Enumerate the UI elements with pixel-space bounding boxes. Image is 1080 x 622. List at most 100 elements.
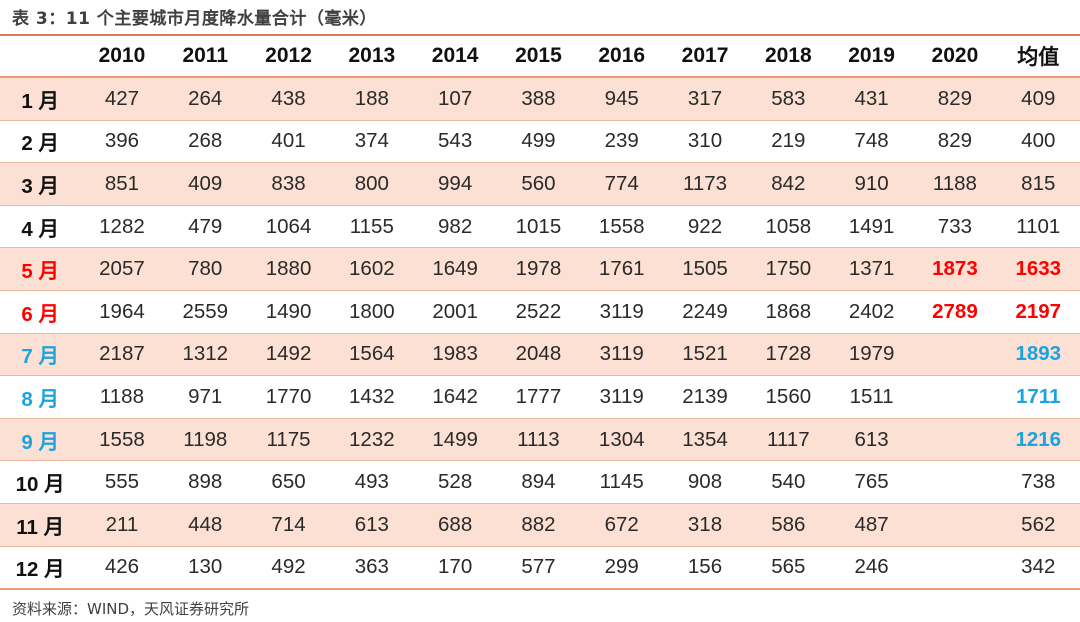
value-cell: 318 <box>687 512 723 536</box>
value-cell: 1770 <box>265 384 312 408</box>
value-cell: 1880 <box>265 257 312 281</box>
value-cell <box>913 333 996 376</box>
value-cell: 264 <box>188 86 223 110</box>
month-label: 9 月 <box>21 430 59 454</box>
value-cell: 1868 <box>765 299 812 323</box>
table-body: 1 月 427 264 438 188 107 388 945 317 583 431 829 409 2… <box>0 77 1080 590</box>
value-cell: 672 <box>604 512 639 536</box>
table-row: 8 月 1188 971 1770 1432 1642 1777 3119 2139 1560 15… <box>0 375 1080 419</box>
value-cell: 3119 <box>599 384 644 408</box>
value-cell: 829 <box>937 86 973 110</box>
value-cell <box>913 376 996 419</box>
value-cell: 543 <box>438 129 473 153</box>
value-cell: 1282 <box>99 214 145 238</box>
average-cell: 1101 <box>1016 214 1061 238</box>
value-cell: 1649 <box>432 257 478 281</box>
value-cell: 1015 <box>515 214 562 238</box>
value-cell: 268 <box>188 129 223 153</box>
value-cell: 851 <box>104 171 140 195</box>
value-cell: 1173 <box>682 171 728 195</box>
value-cell: 2057 <box>99 257 145 281</box>
value-cell: 555 <box>104 470 140 494</box>
value-cell: 882 <box>521 512 556 536</box>
value-cell: 994 <box>438 171 473 195</box>
average-cell: 342 <box>1021 555 1056 579</box>
value-cell: 1232 <box>349 427 395 451</box>
value-cell <box>913 461 996 504</box>
value-cell: 1983 <box>432 342 478 366</box>
value-cell: 1558 <box>99 427 145 451</box>
value-cell: 971 <box>188 384 223 408</box>
value-cell: 239 <box>604 129 639 153</box>
value-cell: 1750 <box>765 257 812 281</box>
value-cell: 2001 <box>432 299 478 323</box>
value-cell: 945 <box>604 86 639 110</box>
header-average: 均值 <box>1017 46 1060 69</box>
value-cell: 2789 <box>932 299 978 323</box>
header-year: 2013 <box>348 44 396 67</box>
value-cell: 1312 <box>182 342 229 366</box>
value-cell: 774 <box>604 171 639 195</box>
value-cell: 1175 <box>266 427 311 451</box>
header-year: 2020 <box>931 44 979 67</box>
value-cell: 2187 <box>99 342 145 366</box>
month-label: 4 月 <box>21 217 59 241</box>
value-cell: 1371 <box>848 257 895 281</box>
average-cell: 400 <box>1021 129 1056 153</box>
value-cell: 1432 <box>349 384 395 408</box>
month-label: 1 月 <box>21 89 59 113</box>
average-cell: 1893 <box>1015 342 1062 366</box>
header-year: 2015 <box>515 44 562 67</box>
value-cell: 1188 <box>99 384 144 408</box>
month-label: 10 月 <box>15 473 65 497</box>
value-cell: 583 <box>771 86 806 110</box>
value-cell: 431 <box>854 86 889 110</box>
value-cell: 396 <box>104 129 140 153</box>
table-row: 12 月 426 130 492 363 170 577 299 156 565 246 342 <box>0 546 1080 590</box>
value-cell: 493 <box>354 470 389 494</box>
table-row: 1 月 427 264 438 188 107 388 945 317 583 431 829 409 <box>0 77 1080 121</box>
value-cell: 922 <box>687 214 723 238</box>
value-cell: 829 <box>937 129 973 153</box>
value-cell: 3119 <box>599 299 644 323</box>
value-cell: 838 <box>271 171 306 195</box>
source-note: 资料来源：WIND，天风证券研究所 <box>12 600 250 618</box>
value-cell: 492 <box>271 555 306 579</box>
month-label: 2 月 <box>21 132 59 156</box>
value-cell: 894 <box>521 470 556 494</box>
value-cell: 1499 <box>432 427 478 451</box>
value-cell: 1564 <box>349 342 395 366</box>
average-cell: 815 <box>1021 171 1056 195</box>
average-cell: 409 <box>1021 86 1056 110</box>
value-cell: 1602 <box>349 257 395 281</box>
table-row: 3 月 851 409 838 800 994 560 774 1173 842 910 1188 81… <box>0 162 1080 206</box>
value-cell: 2139 <box>682 384 728 408</box>
value-cell: 577 <box>521 555 556 579</box>
average-cell: 1216 <box>1015 427 1062 451</box>
value-cell <box>913 418 996 461</box>
header-year: 2012 <box>265 44 312 67</box>
header-year: 2010 <box>98 44 146 67</box>
value-cell: 982 <box>438 214 473 238</box>
value-cell: 299 <box>604 555 639 579</box>
value-cell: 401 <box>271 129 306 153</box>
value-cell: 246 <box>854 555 889 579</box>
value-cell: 908 <box>687 470 723 494</box>
month-label: 7 月 <box>21 345 59 369</box>
value-cell: 733 <box>937 214 973 238</box>
value-cell <box>913 503 996 546</box>
table-row: 7 月 2187 1312 1492 1564 1983 2048 3119 1521 1728 1… <box>0 333 1080 376</box>
value-cell: 2402 <box>848 299 895 323</box>
value-cell: 409 <box>188 171 223 195</box>
value-cell: 1058 <box>765 214 812 238</box>
value-cell: 2249 <box>682 299 728 323</box>
header-year: 2016 <box>598 44 646 67</box>
value-cell: 800 <box>354 171 389 195</box>
precipitation-table: 2010 2011 2012 2013 2014 2015 2016 2017 2018 2019… <box>0 36 1080 590</box>
value-cell: 479 <box>188 214 223 238</box>
table-row: 10 月 555 898 650 493 528 894 1145 908 540 765 738 <box>0 460 1080 504</box>
title-divider <box>0 34 1080 36</box>
value-cell: 1761 <box>598 257 645 281</box>
value-cell: 1354 <box>682 427 728 451</box>
month-label: 11 月 <box>16 515 65 539</box>
